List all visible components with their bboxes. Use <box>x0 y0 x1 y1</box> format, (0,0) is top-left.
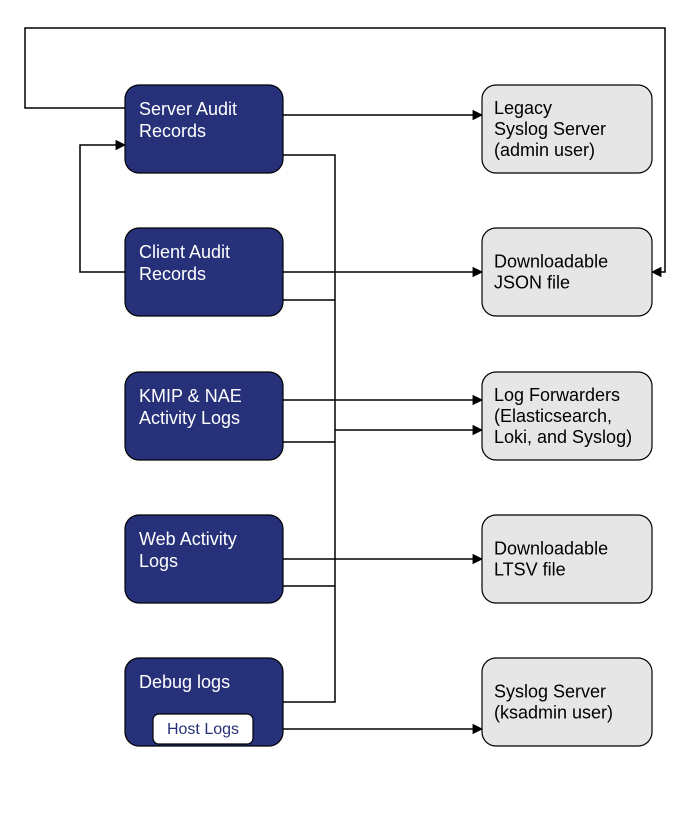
legacy-syslog-label-2: (admin user) <box>494 140 595 160</box>
log-forwarders-label-1: (Elasticsearch, <box>494 406 612 426</box>
node-server-audit: Server AuditRecords <box>125 85 283 173</box>
edge-client-audit-legacy-syslog <box>80 145 125 272</box>
node-host-logs: Host Logs <box>153 714 253 744</box>
log-flow-diagram: Server AuditRecordsClient AuditRecordsKM… <box>0 0 674 830</box>
node-legacy-syslog: LegacySyslog Server(admin user) <box>482 85 652 173</box>
ltsv-file-label-0: Downloadable <box>494 539 608 559</box>
web-activity-label-0: Web Activity <box>139 529 237 549</box>
node-json-file: DownloadableJSON file <box>482 228 652 316</box>
legacy-syslog-label-1: Syslog Server <box>494 119 606 139</box>
edge-server-audit-bus-bus <box>283 155 335 702</box>
legacy-syslog-label-0: Legacy <box>494 98 552 118</box>
syslog-ksadmin-label-0: Syslog Server <box>494 682 606 702</box>
client-audit-label-1: Records <box>139 264 206 284</box>
kmip-nae-label-1: Activity Logs <box>139 408 240 428</box>
web-activity-label-1: Logs <box>139 551 178 571</box>
node-log-forwarders: Log Forwarders(Elasticsearch,Loki, and S… <box>482 372 652 460</box>
node-web-activity: Web ActivityLogs <box>125 515 283 603</box>
log-forwarders-label-2: Loki, and Syslog) <box>494 427 632 447</box>
debug-logs-label-0: Debug logs <box>139 672 230 692</box>
node-client-audit: Client AuditRecords <box>125 228 283 316</box>
server-audit-label-1: Records <box>139 121 206 141</box>
node-kmip-nae: KMIP & NAEActivity Logs <box>125 372 283 460</box>
json-file-label-0: Downloadable <box>494 252 608 272</box>
client-audit-label-0: Client Audit <box>139 242 230 262</box>
kmip-nae-label-0: KMIP & NAE <box>139 386 242 406</box>
ltsv-file-label-1: LTSV file <box>494 560 566 580</box>
node-syslog-ksadmin: Syslog Server(ksadmin user) <box>482 658 652 746</box>
server-audit-label-0: Server Audit <box>139 99 237 119</box>
host-logs-label: Host Logs <box>167 721 239 738</box>
syslog-ksadmin-label-1: (ksadmin user) <box>494 703 613 723</box>
log-forwarders-label-0: Log Forwarders <box>494 385 620 405</box>
node-ltsv-file: DownloadableLTSV file <box>482 515 652 603</box>
json-file-label-1: JSON file <box>494 273 570 293</box>
